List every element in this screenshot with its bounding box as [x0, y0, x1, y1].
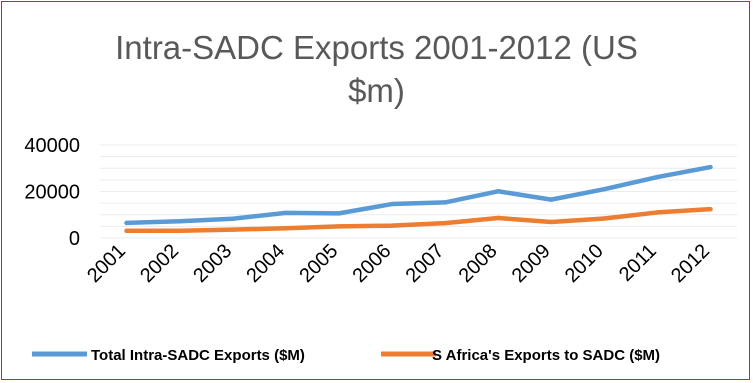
data-point: [283, 210, 288, 216]
data-point: [177, 228, 182, 233]
series-line-2: [124, 206, 713, 234]
x-tick-label: 2011: [615, 240, 661, 286]
data-point: [442, 220, 448, 226]
data-point: [336, 211, 342, 216]
x-tick-label: 2009: [508, 240, 555, 287]
legend-label-2: S Africa's Exports to SADC ($M): [432, 347, 660, 364]
data-point: [549, 197, 554, 202]
x-tick-label: 2002: [136, 240, 183, 287]
data-point: [495, 189, 501, 194]
data-point: [230, 227, 235, 232]
data-point: [124, 228, 129, 233]
data-point: [708, 164, 713, 170]
x-tick-label: 2010: [561, 240, 608, 287]
x-tick-label: 2006: [348, 240, 395, 287]
chart-title-line-1: Intra-SADC Exports 2001-2012 (US: [115, 29, 638, 66]
chart-title-line-2: $m): [348, 72, 405, 109]
data-point: [442, 200, 448, 205]
data-point: [283, 226, 288, 231]
x-tick-label: 2008: [455, 240, 502, 287]
data-point: [708, 206, 713, 212]
data-point: [655, 174, 660, 180]
series-line-1: [124, 164, 713, 226]
data-point: [602, 186, 607, 192]
data-point: [495, 215, 501, 221]
y-tick-label: 40000: [24, 135, 80, 157]
y-tick-label: 20000: [24, 182, 80, 204]
data-point: [389, 201, 395, 207]
legend-label-1: Total Intra-SADC Exports ($M): [91, 347, 305, 364]
data-point: [336, 224, 342, 229]
x-tick-label: 2012: [667, 240, 714, 287]
data-point: [549, 219, 554, 225]
data-point: [124, 220, 129, 226]
data-point: [602, 216, 607, 221]
data-point: [655, 210, 660, 215]
x-tick-label: 2007: [402, 240, 449, 287]
x-tick-label: 2001: [83, 240, 130, 287]
x-tick-label: 2005: [295, 240, 342, 287]
data-point: [389, 223, 395, 228]
x-tick-label: 2004: [242, 240, 289, 287]
data-point: [230, 216, 235, 221]
y-tick-label: 0: [69, 228, 80, 250]
x-tick-label: 2003: [189, 240, 236, 287]
data-point: [177, 219, 182, 224]
